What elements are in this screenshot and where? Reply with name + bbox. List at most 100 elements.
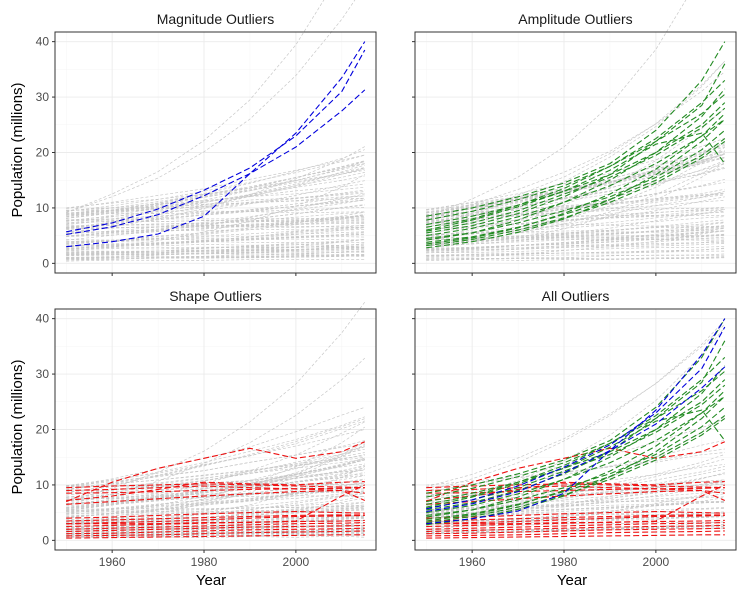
outlier-line-s2: [426, 481, 725, 502]
background-line: [426, 452, 725, 486]
outlier-line-a8: [426, 417, 726, 524]
background-line: [66, 406, 365, 487]
background-line: [66, 482, 365, 519]
background-line: [66, 483, 365, 488]
background-line: [426, 230, 725, 251]
background-line: [66, 231, 365, 242]
background-line: [426, 464, 725, 500]
y-tick-label: 30: [36, 367, 50, 381]
background-line: [66, 0, 356, 213]
x-axis-title-right: Year: [557, 572, 587, 589]
background-line: [426, 497, 725, 525]
outlier-line-a5: [426, 395, 726, 514]
background-line: [66, 520, 365, 523]
background-line: [66, 254, 365, 259]
background-line: [66, 249, 365, 254]
background-line: [66, 154, 365, 212]
background-line: [66, 243, 365, 256]
panel-title: Magnitude Outliers: [157, 11, 275, 27]
background-line: [66, 524, 365, 530]
background-line: [426, 466, 725, 511]
background-line: [426, 501, 725, 518]
x-tick-label: 2000: [283, 555, 310, 569]
y-tick-label: 40: [36, 312, 50, 326]
background-line: [66, 236, 365, 243]
outlier-line-a7: [426, 138, 726, 243]
background-line: [66, 229, 365, 233]
background-line: [426, 0, 687, 218]
background-line: [66, 189, 365, 221]
background-line: [426, 230, 725, 251]
background-line: [66, 183, 365, 215]
background-line: [66, 215, 365, 237]
background-line: [426, 157, 725, 213]
background-line: [426, 207, 725, 217]
background-line: [66, 458, 365, 508]
background-line: [66, 255, 365, 259]
panel-title: All Outliers: [542, 288, 610, 304]
background-line: [66, 519, 365, 533]
background-line: [66, 529, 365, 536]
background-line: [66, 528, 365, 533]
outlier-line-outlier-3: [426, 318, 726, 525]
background-line: [66, 219, 365, 223]
outlier-line-s1: [425, 441, 726, 503]
y-tick-label: 0: [42, 256, 49, 270]
background-line: [426, 227, 725, 241]
background-line: [66, 459, 365, 505]
background-line: [66, 466, 365, 529]
background-line: [66, 193, 365, 241]
background-line: [426, 226, 725, 244]
background-line: [66, 258, 365, 262]
background-line: [426, 137, 725, 211]
background-line: [66, 426, 365, 523]
y-tick-label: 0: [42, 533, 49, 547]
highlight-series: [425, 318, 726, 539]
background-line: [66, 248, 365, 254]
background-line: [66, 200, 365, 225]
background-line: [66, 238, 365, 241]
background-line: [426, 473, 725, 513]
outlier-line-a10: [426, 132, 726, 231]
background-line: [426, 222, 725, 247]
background-line: [426, 190, 725, 237]
background-line: [426, 236, 725, 253]
x-tick-label: 1960: [99, 555, 126, 569]
grid: [415, 32, 736, 273]
background-line: [426, 489, 725, 496]
background-line: [66, 530, 365, 538]
background-line: [66, 469, 365, 493]
outlier-line-outlier-1: [66, 49, 366, 233]
background-line: [66, 506, 365, 524]
background-line: [426, 241, 725, 251]
outlier-line-a8: [426, 140, 726, 247]
background-line: [426, 166, 725, 222]
outlier-line-a4: [426, 107, 726, 232]
background-line: [66, 209, 365, 214]
outlier-line-s16: [66, 484, 366, 525]
background-line: [66, 454, 365, 496]
background-line: [426, 230, 725, 246]
background-line: [66, 448, 365, 496]
outlier-line-s15: [426, 534, 725, 539]
background-line: [426, 514, 725, 522]
y-tick-label: 10: [36, 201, 50, 215]
outlier-line-a2: [426, 357, 726, 498]
background-line: [66, 246, 365, 249]
background-line: [66, 509, 365, 516]
background-line: [426, 61, 726, 222]
highlight-series: [66, 41, 366, 248]
outlier-line-outlier-1: [426, 326, 726, 510]
background-line: [66, 214, 365, 245]
background-line: [66, 457, 365, 488]
background-line: [66, 418, 365, 494]
background-line: [66, 475, 365, 514]
background-line: [426, 257, 725, 260]
background-line: [66, 197, 365, 212]
background-line: [66, 517, 365, 530]
background-line: [66, 441, 365, 524]
background-line: [66, 528, 365, 531]
background-line: [66, 163, 365, 215]
background-line: [426, 226, 725, 244]
background-line: [66, 254, 365, 260]
